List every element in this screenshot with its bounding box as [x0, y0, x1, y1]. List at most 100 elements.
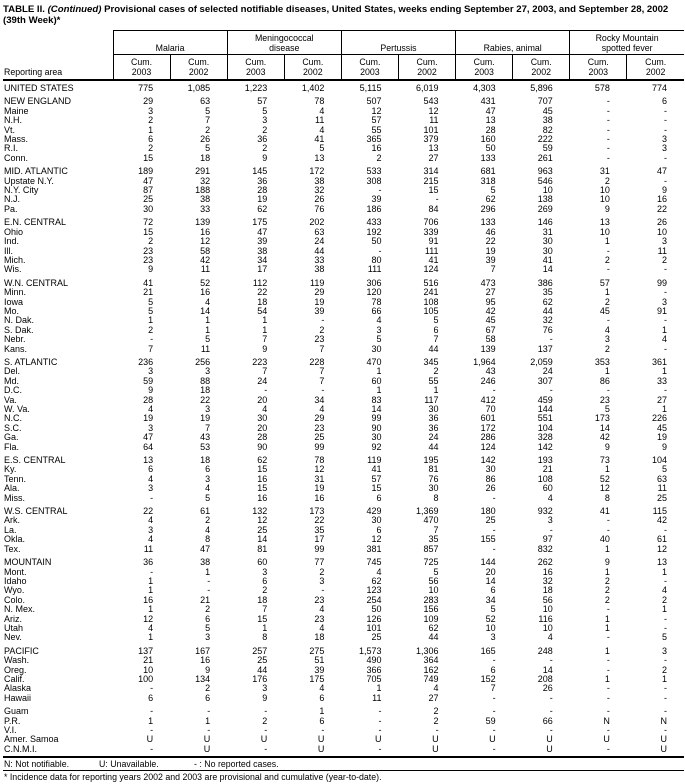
table-row-utah: Utah 4 5 1 4 101 62 10 10 1- [3, 624, 684, 633]
cell-value: 66 [542, 716, 553, 726]
cell-value: 681 [480, 166, 496, 177]
cell-value: 160 [480, 135, 496, 145]
cell-value: - [606, 744, 610, 754]
cell-value: 12 [200, 237, 211, 247]
cell-value: 45 [485, 316, 496, 326]
table-row-v-i: V.I. - - - - - - - - - - [3, 726, 684, 735]
cell-value: 60 [542, 484, 553, 494]
cell-value: 35 [542, 288, 553, 298]
cell-value: 307 [537, 376, 553, 386]
cell-value: 16 [200, 227, 211, 237]
table-row-nev: Nev. 1 3 8 18 25 44 3 4 - 5 [3, 633, 684, 642]
cell-value: - [150, 684, 154, 694]
cell-value: 248 [537, 645, 553, 656]
cell-value: 11 [657, 484, 667, 494]
column-group-rocky-mountain-spotted-fever: Rocky Mountain spotted fever [569, 30, 684, 55]
cell-value: 101 [366, 623, 382, 633]
cell-value: 5 [433, 316, 439, 326]
cell-value: - [150, 726, 154, 735]
cell-value: - [664, 576, 667, 586]
reporting-area-header: Reporting area [3, 54, 113, 81]
cell-value: 1 [148, 316, 154, 326]
cell-value: 24 [542, 367, 553, 377]
table-row-oreg: Oreg. 10 9 44 39 366 162 6 14 - 2 [3, 666, 684, 675]
cell-value: - [664, 125, 667, 135]
cell-value: 57 [257, 96, 268, 107]
cell-value: 44 [428, 442, 439, 452]
column-group-rabies-animal: Rabies, animal [455, 30, 570, 55]
cell-value: 1 [205, 716, 211, 726]
table-row-conn: Conn. 15 18 9 13 2 27 133 261 - - [3, 154, 684, 163]
cell-value: 63 [314, 227, 325, 237]
cell-value: - [549, 706, 553, 717]
cell-value: 47 [656, 166, 667, 177]
cell-value: 4 [319, 106, 325, 116]
table-header: Malaria Meningococcal disease Pertussis Rab… [3, 30, 684, 81]
table-row-wash: Wash. 21 16 25 51 490 364 - - - - [3, 656, 684, 665]
cell-value: 29 [314, 288, 325, 298]
cell-value: 3 [547, 516, 553, 526]
cell-value: 15 [257, 465, 268, 475]
cell-value: 8 [205, 535, 211, 545]
cell-value: 215 [423, 176, 439, 186]
cell-value: - [549, 525, 553, 535]
cell-value: 1 [661, 567, 667, 577]
cell-value: 4 [148, 405, 154, 414]
cell-value: 33 [656, 376, 667, 386]
cell-value: 22 [257, 288, 268, 298]
cell-value: 26 [485, 484, 496, 494]
cell-value: 41 [143, 277, 154, 288]
row-label: S.C. [4, 423, 22, 433]
cell-value: - [549, 656, 553, 666]
cell-value: 87 [143, 186, 154, 196]
cell-value: 47 [257, 227, 268, 237]
cell-value: 308 [366, 176, 382, 186]
cell-value: 1 [604, 288, 610, 298]
cell-value: 67 [485, 325, 496, 335]
cell-value: 144 [537, 405, 553, 414]
cell-value: 7 [319, 367, 325, 377]
cell-value: 80 [371, 255, 382, 265]
cell-value: 2 [148, 325, 154, 335]
cell-value: 18 [314, 633, 325, 643]
cell-value: 7 [262, 605, 268, 615]
cell-value: 139 [195, 217, 211, 228]
cell-value: 20 [257, 423, 268, 433]
cell-value: 228 [309, 356, 325, 367]
cell-value: 155 [480, 535, 496, 545]
cell-value: 431 [480, 96, 496, 107]
cell-value: - [606, 153, 610, 163]
cell-value: 1,402 [301, 83, 325, 93]
row-label: Alaska [4, 684, 32, 694]
cell-value: 7 [433, 525, 439, 535]
cell-value: 41 [428, 255, 439, 265]
cell-value: 12 [371, 535, 382, 545]
cell-value: 38 [257, 246, 268, 256]
cell-value: 9 [262, 344, 268, 354]
cell-value: 3 [376, 325, 382, 335]
cell-value: 84 [428, 204, 439, 214]
cell-value: 16 [314, 493, 325, 503]
cell-value: 1 [604, 465, 610, 475]
table-row-iowa: Iowa 5 4 18 19 78 108 95 62 2 3 [3, 298, 684, 307]
cell-value: 18 [200, 153, 211, 163]
cell-value: 18 [257, 595, 268, 605]
cell-value: 6,019 [416, 83, 439, 93]
row-label: Ill. [4, 246, 13, 256]
cell-value: 6 [205, 465, 211, 475]
cell-value: 725 [423, 557, 439, 568]
table-row-hawaii: Hawaii 6 6 9 6 11 27 - - - - [3, 694, 684, 703]
cell-value: 9 [604, 204, 610, 214]
cell-value: - [492, 726, 496, 735]
cell-value: 44 [257, 665, 268, 675]
cell-value: - [664, 706, 667, 717]
table-row-ill: Ill. 23 58 38 44 - 111 19 30 - 11 [3, 247, 684, 256]
cell-value: 1 [262, 623, 268, 633]
cell-value: - [264, 706, 268, 717]
cell-value: - [606, 116, 610, 126]
cell-value: 104 [651, 455, 667, 466]
row-label: Nebr. [4, 335, 26, 345]
cell-value: 429 [366, 506, 382, 517]
cell-value: - [549, 335, 553, 345]
cell-value: 50 [485, 144, 496, 154]
